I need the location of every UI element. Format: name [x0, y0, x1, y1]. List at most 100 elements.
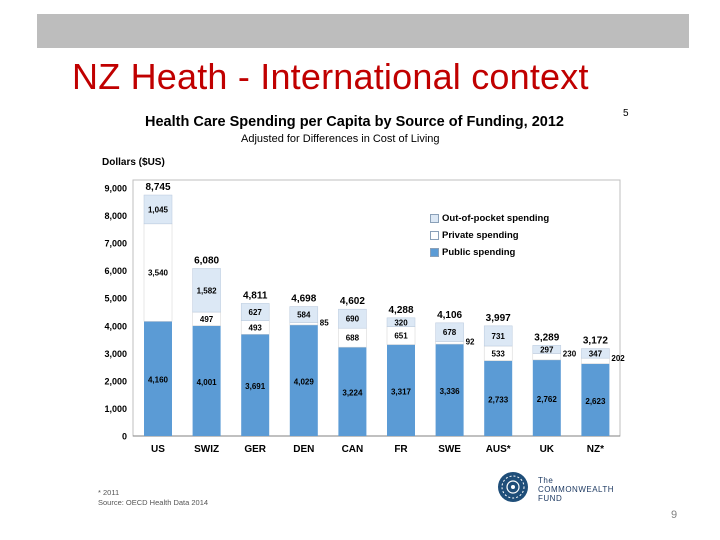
out-of-pocket-value-label: 678 — [443, 328, 457, 337]
private-value-label: 230 — [563, 350, 577, 359]
commonwealth-fund-emblem-icon — [498, 472, 528, 502]
bar-public — [144, 321, 172, 436]
public-value-label: 4,001 — [197, 378, 218, 387]
x-tick-label: FR — [394, 444, 408, 455]
bar-out-of-pocket — [532, 345, 562, 354]
private-value-label: 533 — [492, 349, 506, 358]
commonwealth-fund-logo-text: The COMMONWEALTH FUND — [538, 476, 614, 503]
logo-line-2: COMMONWEALTH — [538, 485, 615, 494]
public-value-label: 3,317 — [391, 387, 412, 396]
bar-private — [435, 341, 464, 345]
y-tick-label: 4,000 — [104, 321, 127, 331]
bar-public — [532, 359, 561, 436]
public-value-label: 2,733 — [488, 395, 509, 404]
bar-out-of-pocket — [483, 325, 513, 347]
bar-total-label: 8,745 — [145, 182, 170, 193]
bar-public — [435, 344, 464, 436]
public-value-label: 3,691 — [245, 382, 266, 391]
logo-line-3: FUND — [538, 494, 563, 503]
legend-label-out-of-pocket: Out-of-pocket spending — [442, 213, 550, 224]
chart-legend: Out-of-pocket spending Private spending … — [430, 210, 549, 261]
bar-total-label: 3,289 — [534, 332, 559, 343]
bar-public — [289, 324, 318, 436]
legend-item-public: Public spending — [430, 244, 549, 261]
private-value-label: 493 — [249, 324, 263, 333]
bar-private — [143, 223, 173, 322]
y-tick-label: 0 — [122, 432, 127, 442]
y-tick-label: 3,000 — [104, 349, 127, 359]
bar-out-of-pocket — [435, 322, 464, 342]
bar-out-of-pocket — [581, 348, 610, 359]
bar-total-label: 4,106 — [437, 310, 462, 321]
chart-subtitle: Adjusted for Differences in Cost of Livi… — [241, 133, 440, 145]
y-tick-label: 7,000 — [104, 239, 127, 249]
bar-out-of-pocket — [240, 303, 270, 321]
x-tick-label: US — [151, 444, 165, 455]
bar-total-label: 4,698 — [291, 294, 316, 305]
slide-number: 9 — [671, 509, 678, 521]
bar-public — [338, 347, 367, 436]
y-tick-label: 6,000 — [104, 266, 127, 276]
bar-private — [581, 357, 610, 364]
legend-item-out-of-pocket: Out-of-pocket spending — [430, 210, 549, 227]
bar-out-of-pocket — [338, 308, 367, 329]
bar-total-label: 3,997 — [486, 313, 511, 324]
bar-public — [387, 344, 415, 436]
out-of-pocket-value-label: 320 — [394, 318, 408, 327]
public-value-label: 2,623 — [585, 397, 606, 406]
y-tick-label: 9,000 — [104, 184, 127, 194]
legend-label-public: Public spending — [442, 247, 516, 258]
out-of-pocket-value-label: 1,582 — [197, 286, 218, 295]
out-of-pocket-value-label: 1,045 — [148, 205, 169, 214]
legend-item-private: Private spending — [430, 227, 549, 244]
private-value-label: 497 — [200, 315, 214, 324]
footnote-source: Source: OECD Health Data 2014 — [98, 498, 209, 507]
public-value-label: 4,160 — [148, 376, 169, 385]
bar-total-label: 4,288 — [388, 305, 413, 316]
bar-out-of-pocket — [289, 306, 319, 323]
legend-swatch-private — [430, 231, 439, 240]
out-of-pocket-value-label: 347 — [589, 349, 603, 358]
x-tick-label: DEN — [293, 444, 314, 455]
bar-out-of-pocket — [143, 194, 173, 225]
x-tick-label: GER — [244, 444, 266, 455]
private-value-label: 92 — [466, 338, 475, 347]
top-bar — [37, 14, 689, 48]
page-reference: 5 — [623, 108, 629, 119]
y-tick-label: 8,000 — [104, 211, 127, 221]
footnote-asterisk: * 2011 — [98, 488, 120, 497]
legend-swatch-out-of-pocket — [430, 214, 439, 223]
out-of-pocket-value-label: 690 — [346, 315, 360, 324]
private-value-label: 202 — [611, 354, 625, 363]
y-axis-label: Dollars ($US) — [102, 157, 165, 168]
bar-total-label: 4,602 — [340, 296, 365, 307]
private-value-label: 3,540 — [148, 269, 169, 278]
out-of-pocket-value-label: 627 — [249, 308, 263, 317]
y-tick-label: 1,000 — [104, 404, 127, 414]
private-value-label: 651 — [394, 332, 408, 341]
public-value-label: 4,029 — [294, 377, 315, 386]
bar-public — [484, 360, 513, 436]
bar-private — [532, 353, 562, 361]
public-value-label: 2,762 — [537, 395, 558, 404]
x-tick-label: SWE — [438, 444, 461, 455]
legend-swatch-public — [430, 248, 439, 257]
bar-total-label: 4,811 — [243, 290, 268, 301]
bar-public — [192, 325, 221, 436]
footnote: * 2011 Source: OECD Health Data 2014 — [98, 488, 208, 508]
slide-title: NZ Heath - International context — [72, 56, 589, 97]
chart-title: Health Care Spending per Capita by Sourc… — [145, 114, 564, 130]
bar-total-label: 3,172 — [583, 336, 608, 347]
bar-out-of-pocket — [192, 268, 221, 313]
private-value-label: 688 — [346, 334, 360, 343]
bar-total-label: 6,080 — [194, 255, 219, 266]
y-tick-label: 2,000 — [104, 376, 127, 386]
out-of-pocket-value-label: 297 — [540, 345, 554, 354]
bar-private — [289, 322, 319, 326]
out-of-pocket-value-label: 731 — [492, 332, 506, 341]
public-value-label: 3,224 — [342, 389, 363, 398]
bar-out-of-pocket — [386, 317, 416, 327]
x-tick-label: NZ* — [587, 444, 604, 455]
private-value-label: 85 — [320, 319, 329, 328]
